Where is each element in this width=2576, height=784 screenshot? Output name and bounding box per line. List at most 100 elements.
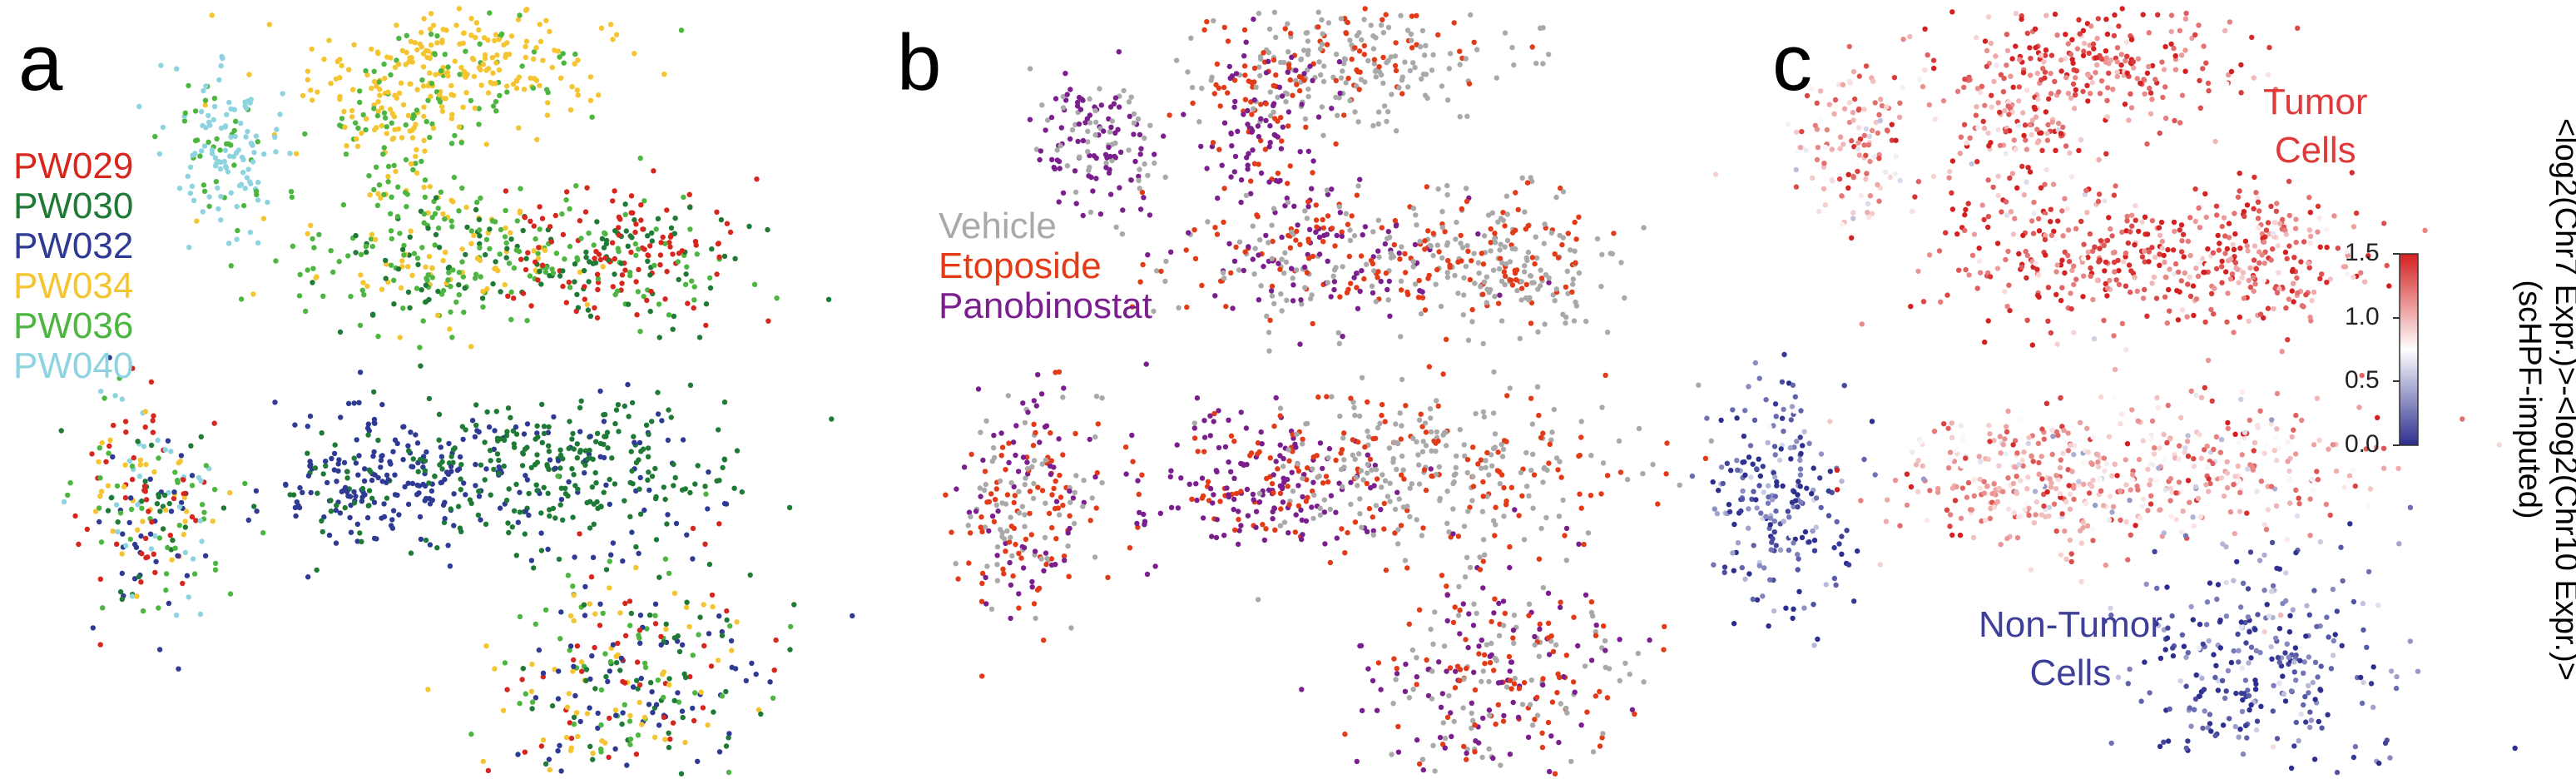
- cell-point: [76, 541, 82, 548]
- cell-point: [503, 225, 508, 231]
- cell-point: [1167, 474, 1174, 480]
- cell-point: [187, 164, 194, 171]
- cell-point: [96, 459, 102, 465]
- cell-point: [1534, 694, 1540, 701]
- cell-point: [1307, 63, 1313, 69]
- cell-point: [460, 40, 466, 47]
- cell-point: [2123, 283, 2129, 289]
- cell-point: [1094, 469, 1101, 476]
- cell-point: [1593, 633, 1599, 638]
- cell-point: [1085, 139, 1091, 145]
- cell-point: [1324, 394, 1330, 399]
- cell-point: [354, 538, 360, 544]
- cell-point: [448, 469, 454, 474]
- cell-point: [369, 477, 375, 484]
- cell-point: [443, 250, 448, 256]
- cell-point: [1231, 496, 1237, 503]
- cell-point: [1336, 480, 1342, 486]
- cell-point: [456, 6, 463, 12]
- cell-point: [1320, 216, 1325, 223]
- cell-point: [1116, 49, 1122, 55]
- cell-point: [1529, 255, 1536, 261]
- cell-point: [523, 266, 529, 273]
- cell-point: [1188, 35, 1194, 41]
- cell-point: [312, 465, 319, 471]
- cell-point: [2104, 285, 2111, 291]
- cell-point: [594, 271, 601, 277]
- cell-point: [1043, 561, 1049, 568]
- cell-point: [727, 623, 733, 629]
- cell-point: [551, 414, 557, 420]
- cell-point: [221, 158, 227, 165]
- cell-point: [2023, 248, 2029, 255]
- cell-point: [1545, 590, 1552, 596]
- cell-point: [1979, 202, 1985, 208]
- cell-point: [1310, 466, 1315, 472]
- cell-point: [2179, 92, 2186, 98]
- cell-point: [1416, 761, 1423, 767]
- cell-point: [706, 561, 713, 568]
- cell-point: [719, 693, 725, 699]
- cell-point: [678, 771, 685, 777]
- cell-point: [557, 54, 562, 60]
- cell-point: [2126, 262, 2133, 268]
- cell-point: [206, 112, 211, 119]
- cell-point: [1444, 191, 1450, 198]
- cell-point: [2311, 289, 2317, 295]
- cell-point: [1389, 752, 1395, 757]
- cell-point: [558, 609, 564, 615]
- cell-point: [543, 17, 549, 23]
- cell-point: [206, 139, 211, 145]
- cell-point: [1008, 534, 1013, 540]
- cell-point: [1362, 6, 1368, 12]
- cell-point: [1386, 235, 1393, 241]
- cell-point: [468, 731, 474, 737]
- cell-point: [968, 514, 973, 519]
- cell-point: [1416, 462, 1422, 468]
- cell-point: [2107, 277, 2113, 284]
- cell-point: [1841, 106, 1848, 112]
- cell-point: [968, 451, 974, 458]
- cell-point: [1022, 523, 1028, 529]
- cell-point: [1518, 279, 1525, 285]
- cell-point: [1256, 64, 1262, 70]
- cell-point: [308, 222, 314, 229]
- cell-point: [1441, 429, 1448, 436]
- cell-point: [1201, 434, 1208, 440]
- cell-point: [1385, 297, 1391, 303]
- cell-point: [1531, 280, 1537, 285]
- cell-point: [361, 292, 367, 298]
- cell-point: [2129, 223, 2135, 229]
- cell-point: [1518, 285, 1525, 291]
- cell-point: [528, 464, 534, 471]
- cell-point: [1540, 584, 1547, 591]
- cell-point: [649, 689, 655, 695]
- cell-point: [664, 521, 670, 527]
- cell-point: [2133, 217, 2138, 223]
- cell-point: [1217, 103, 1223, 109]
- cell-point: [1632, 711, 1637, 717]
- cell-point: [1191, 227, 1197, 233]
- cell-point: [1305, 67, 1310, 73]
- cell-point: [1485, 212, 1492, 218]
- cell-point: [734, 619, 740, 625]
- cell-point: [1210, 500, 1216, 506]
- cell-point: [458, 64, 464, 71]
- cell-point: [1016, 489, 1022, 494]
- cell-point: [1478, 284, 1484, 290]
- cell-point: [1273, 72, 1279, 78]
- cell-point: [1048, 458, 1055, 464]
- cell-point: [1370, 229, 1376, 235]
- cell-point: [384, 124, 389, 130]
- cell-point: [1256, 134, 1262, 140]
- cell-point: [2073, 92, 2078, 98]
- cell-point: [356, 453, 362, 459]
- cell-point: [754, 176, 760, 182]
- cell-point: [2215, 232, 2221, 239]
- cell-point: [728, 638, 735, 644]
- cell-point: [142, 489, 148, 494]
- cell-point: [110, 528, 116, 534]
- cell-point: [581, 602, 587, 608]
- cell-point: [676, 276, 681, 283]
- cell-point: [412, 40, 419, 46]
